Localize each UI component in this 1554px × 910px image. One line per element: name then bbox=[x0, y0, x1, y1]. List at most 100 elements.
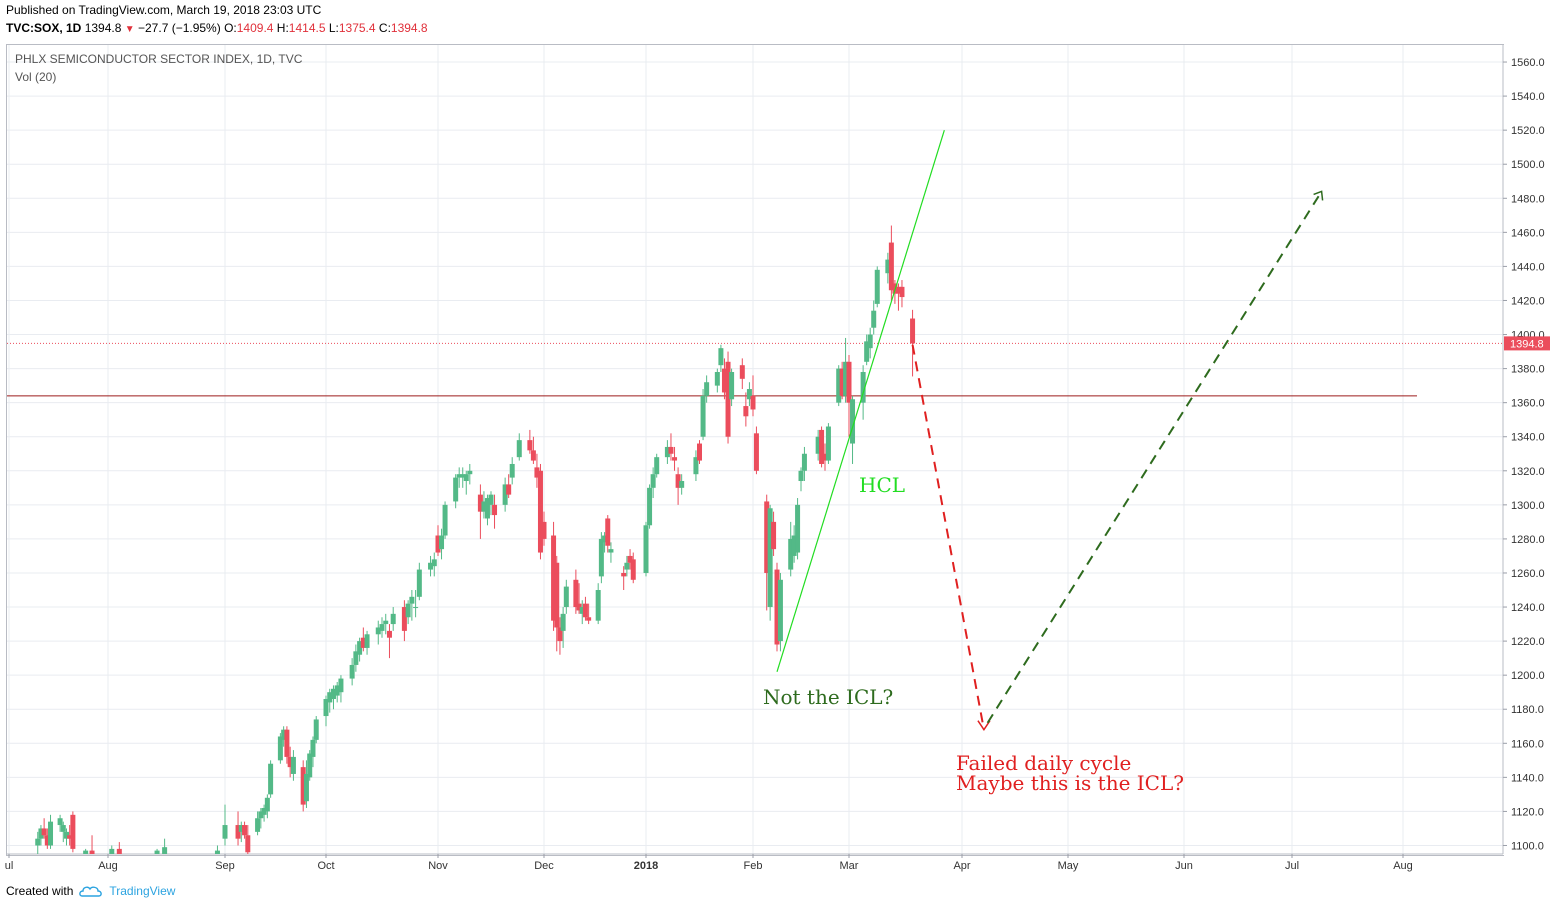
price-tick-label: 1340.0 bbox=[1511, 432, 1545, 444]
candle-body bbox=[595, 590, 601, 621]
candle-body bbox=[843, 361, 849, 396]
candle-body bbox=[435, 535, 441, 553]
candle-body bbox=[867, 334, 873, 349]
low-value: 1375.4 bbox=[338, 21, 376, 35]
candle-body bbox=[349, 664, 355, 679]
candle-body bbox=[70, 814, 76, 849]
price-tick-label: 1300.0 bbox=[1511, 500, 1545, 512]
candle-body bbox=[718, 348, 724, 366]
candle-body bbox=[750, 395, 756, 410]
red-arrowhead bbox=[977, 720, 991, 732]
open-value: 1409.4 bbox=[236, 21, 274, 35]
candle-body bbox=[764, 501, 770, 573]
time-tick-label: Oct bbox=[317, 860, 334, 872]
candle-body bbox=[551, 535, 557, 621]
change: −27.7 (−1.95%) bbox=[138, 21, 221, 35]
high-label: H: bbox=[276, 21, 289, 35]
candle-body bbox=[608, 549, 614, 553]
price-tick-label: 1320.0 bbox=[1511, 466, 1545, 478]
candle-body bbox=[527, 440, 533, 451]
time-tick-label: Feb bbox=[744, 860, 763, 872]
candle-body bbox=[798, 470, 804, 482]
candle-body bbox=[310, 739, 316, 757]
candle-body bbox=[664, 446, 670, 458]
price-tick-label: 1480.0 bbox=[1511, 193, 1545, 205]
icl-question: Not the ICL? bbox=[763, 685, 893, 709]
candle-body bbox=[871, 310, 877, 328]
price-tick-label: 1380.0 bbox=[1511, 364, 1545, 376]
candle-body bbox=[650, 474, 656, 488]
candle-body bbox=[822, 453, 828, 461]
candle-body bbox=[541, 521, 547, 539]
candle-body bbox=[300, 767, 306, 805]
candle-body bbox=[860, 372, 866, 403]
candle-body bbox=[44, 835, 50, 846]
tradingview-link[interactable]: TradingView bbox=[109, 884, 176, 898]
failed-cycle: Failed daily cycle bbox=[956, 751, 1131, 775]
hcl-label: HCL bbox=[859, 473, 905, 497]
price-tick-label: 1560.0 bbox=[1511, 57, 1545, 69]
candle-body bbox=[116, 848, 122, 854]
candle-body bbox=[264, 797, 270, 812]
low-label: L: bbox=[328, 21, 339, 35]
candle-body bbox=[334, 685, 340, 696]
candle-body bbox=[630, 559, 636, 580]
candle-body bbox=[238, 825, 244, 832]
candle-body bbox=[401, 607, 407, 631]
candle-body bbox=[579, 607, 585, 614]
green-projection-arrow bbox=[986, 190, 1323, 724]
candle-body bbox=[63, 831, 69, 839]
candle-body bbox=[379, 624, 385, 631]
candle-body bbox=[721, 368, 727, 393]
candle-body bbox=[771, 521, 777, 550]
price-tick-label: 1360.0 bbox=[1511, 398, 1545, 410]
candle-body bbox=[439, 535, 445, 550]
candle-body bbox=[431, 559, 437, 567]
candle-body bbox=[307, 753, 313, 778]
candle-body bbox=[647, 487, 653, 526]
candle-body bbox=[214, 850, 220, 854]
candle-body bbox=[795, 504, 801, 553]
candle-body bbox=[303, 773, 309, 802]
time-tick-label: Aug bbox=[1393, 860, 1413, 872]
candle-body bbox=[643, 525, 649, 573]
candle-body bbox=[67, 835, 73, 839]
symbol: TVC:SOX, 1D bbox=[6, 21, 82, 35]
candle-body bbox=[506, 484, 512, 495]
candle-body bbox=[277, 736, 283, 761]
candle-body bbox=[516, 440, 522, 458]
candle-body bbox=[739, 365, 745, 379]
candle-body bbox=[774, 569, 780, 645]
candle-body bbox=[222, 825, 228, 839]
candle-body bbox=[453, 477, 459, 502]
candle-body bbox=[850, 399, 856, 444]
candle-body bbox=[693, 457, 699, 475]
price-tick-label: 1260.0 bbox=[1511, 568, 1545, 580]
candle-body bbox=[502, 484, 508, 505]
candle-body bbox=[245, 835, 251, 853]
tradingview-cloud-icon bbox=[79, 886, 103, 897]
hcl-trendline bbox=[776, 129, 945, 672]
candle-body bbox=[697, 443, 702, 461]
candle-body bbox=[753, 433, 759, 471]
candle-body bbox=[89, 850, 95, 854]
candle-body bbox=[162, 847, 168, 854]
candle-body bbox=[83, 850, 89, 854]
candle-body bbox=[330, 688, 336, 700]
candle-body bbox=[313, 719, 319, 740]
candle-body bbox=[242, 825, 248, 836]
candle-body bbox=[729, 372, 735, 400]
close-value: 1394.8 bbox=[390, 21, 428, 35]
price-tick-label: 1520.0 bbox=[1511, 125, 1545, 137]
footer: Created with TradingView bbox=[6, 884, 175, 898]
price-tick-label: 1200.0 bbox=[1511, 670, 1545, 682]
price-tick-label: 1420.0 bbox=[1511, 295, 1545, 307]
price-tick-label: 1180.0 bbox=[1511, 704, 1544, 716]
candle-body bbox=[386, 630, 392, 638]
candle-body bbox=[41, 828, 47, 836]
candle-body bbox=[885, 259, 891, 274]
candle-body bbox=[582, 603, 588, 618]
candle-body bbox=[460, 474, 466, 478]
